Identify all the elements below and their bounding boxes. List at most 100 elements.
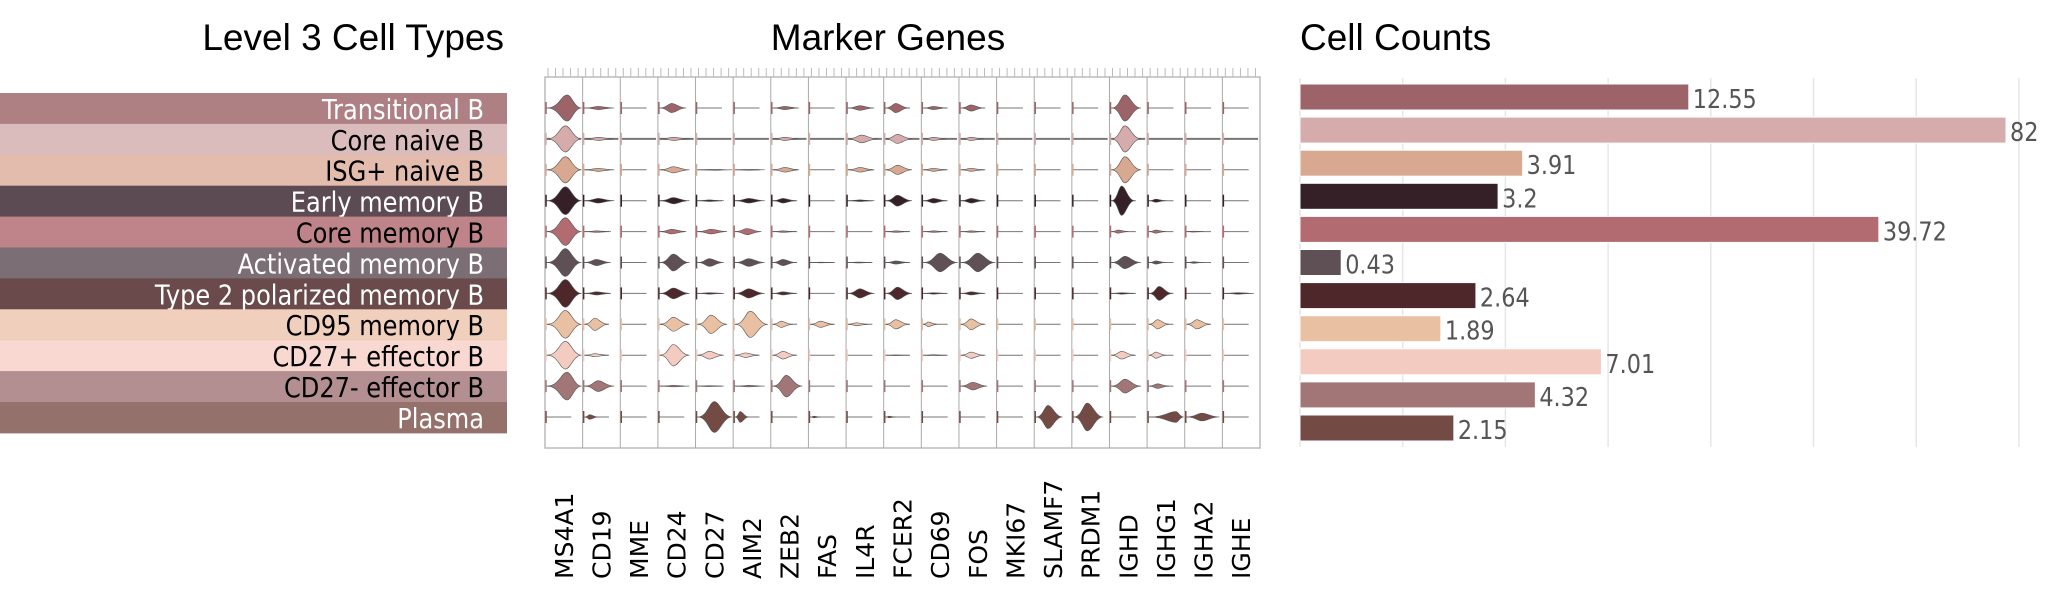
violin — [735, 198, 765, 204]
violin — [885, 133, 913, 144]
gene-label: PRDM1 — [1077, 490, 1106, 579]
violin — [1149, 319, 1170, 330]
gene-label: IGHA2 — [1190, 500, 1219, 579]
violin — [546, 125, 582, 153]
violin — [1149, 198, 1166, 203]
label-band — [0, 154, 507, 187]
violin — [848, 288, 875, 299]
violin — [1111, 378, 1142, 394]
label-band — [0, 123, 507, 156]
cell-type-label: CD95 memory B — [286, 311, 484, 343]
violin — [1111, 256, 1142, 269]
violin — [848, 167, 875, 173]
violin — [697, 314, 728, 334]
gene-label: CD27 — [700, 510, 729, 579]
bar — [1299, 249, 1342, 276]
violin — [546, 186, 582, 215]
gene-label: FCER2 — [889, 498, 918, 579]
gene-label: CD19 — [587, 510, 616, 579]
bar — [1299, 83, 1690, 111]
violin — [923, 321, 937, 327]
violin — [546, 279, 582, 308]
label-band — [0, 216, 507, 248]
violin — [697, 385, 724, 387]
violin — [659, 166, 690, 174]
label-band — [0, 93, 507, 125]
violin — [885, 260, 909, 265]
cell-count-bars: 12.55 82 3.913.2 39.72 0.43 2.641.89 7.01 4.32 2… — [1299, 78, 2038, 447]
violin — [1111, 156, 1142, 184]
violin — [885, 194, 913, 207]
violin — [1149, 286, 1173, 301]
label-band — [0, 278, 507, 310]
violin — [584, 380, 615, 392]
gene-label: MME — [625, 520, 654, 579]
bar — [1299, 348, 1602, 376]
label-band — [0, 185, 507, 218]
violin — [1111, 185, 1135, 216]
violin — [923, 167, 947, 172]
cell-type-label: Core naive B — [331, 125, 484, 157]
violin — [772, 374, 803, 398]
violin — [584, 317, 608, 331]
violin — [697, 292, 724, 295]
violin — [885, 415, 897, 419]
violin — [810, 320, 834, 328]
violin — [960, 351, 985, 359]
violin — [1111, 94, 1142, 122]
violin — [546, 340, 582, 370]
bar — [1299, 215, 1880, 243]
bar-value-label: 82 — [2010, 116, 2038, 147]
violin — [697, 199, 724, 202]
violin — [1149, 229, 1166, 234]
violin — [960, 137, 985, 141]
violin — [848, 105, 875, 111]
violin — [1111, 125, 1142, 153]
bar-value-label: 7.01 — [1605, 348, 1655, 379]
label-band — [0, 340, 507, 372]
label-band — [0, 402, 507, 434]
violin — [960, 198, 985, 204]
violin — [923, 137, 947, 141]
label-band — [0, 247, 507, 279]
bar — [1299, 414, 1455, 442]
violin — [772, 291, 796, 296]
violin — [810, 261, 834, 264]
violin — [659, 317, 690, 332]
violin-frame — [544, 76, 1261, 449]
violin — [697, 258, 724, 267]
violin — [1149, 383, 1170, 389]
violin — [584, 230, 611, 233]
violin — [1186, 319, 1210, 330]
cell-type-label: Early memory B — [291, 187, 484, 219]
label-band — [0, 309, 507, 341]
violin — [697, 228, 728, 235]
violin — [885, 319, 909, 330]
label-band — [0, 371, 507, 403]
violin — [659, 228, 687, 235]
violin — [923, 252, 958, 273]
violin — [659, 344, 690, 367]
violin — [1111, 229, 1129, 234]
violin — [960, 167, 985, 172]
violin — [885, 103, 909, 113]
cell-type-label: Type 2 polarized memory B — [154, 280, 484, 312]
gene-label: FOS — [964, 529, 993, 579]
cell-type-label: Activated memory B — [238, 249, 484, 281]
bar-value-label: 4.32 — [1539, 381, 1589, 412]
violin — [584, 106, 615, 110]
bar — [1299, 315, 1442, 343]
gene-label: IGHG1 — [1152, 498, 1181, 579]
gene-label: SLAMF7 — [1039, 480, 1068, 579]
violin — [1149, 411, 1184, 423]
violin — [772, 259, 796, 266]
violin — [772, 198, 796, 204]
bar-value-label: 0.43 — [1345, 249, 1395, 280]
violin — [885, 230, 909, 233]
violin — [735, 310, 768, 338]
violin — [1073, 402, 1104, 432]
bar-value-label: 1.89 — [1445, 315, 1495, 346]
gene-label: MS4A1 — [550, 493, 579, 579]
violin — [848, 134, 878, 144]
violin — [697, 351, 724, 360]
